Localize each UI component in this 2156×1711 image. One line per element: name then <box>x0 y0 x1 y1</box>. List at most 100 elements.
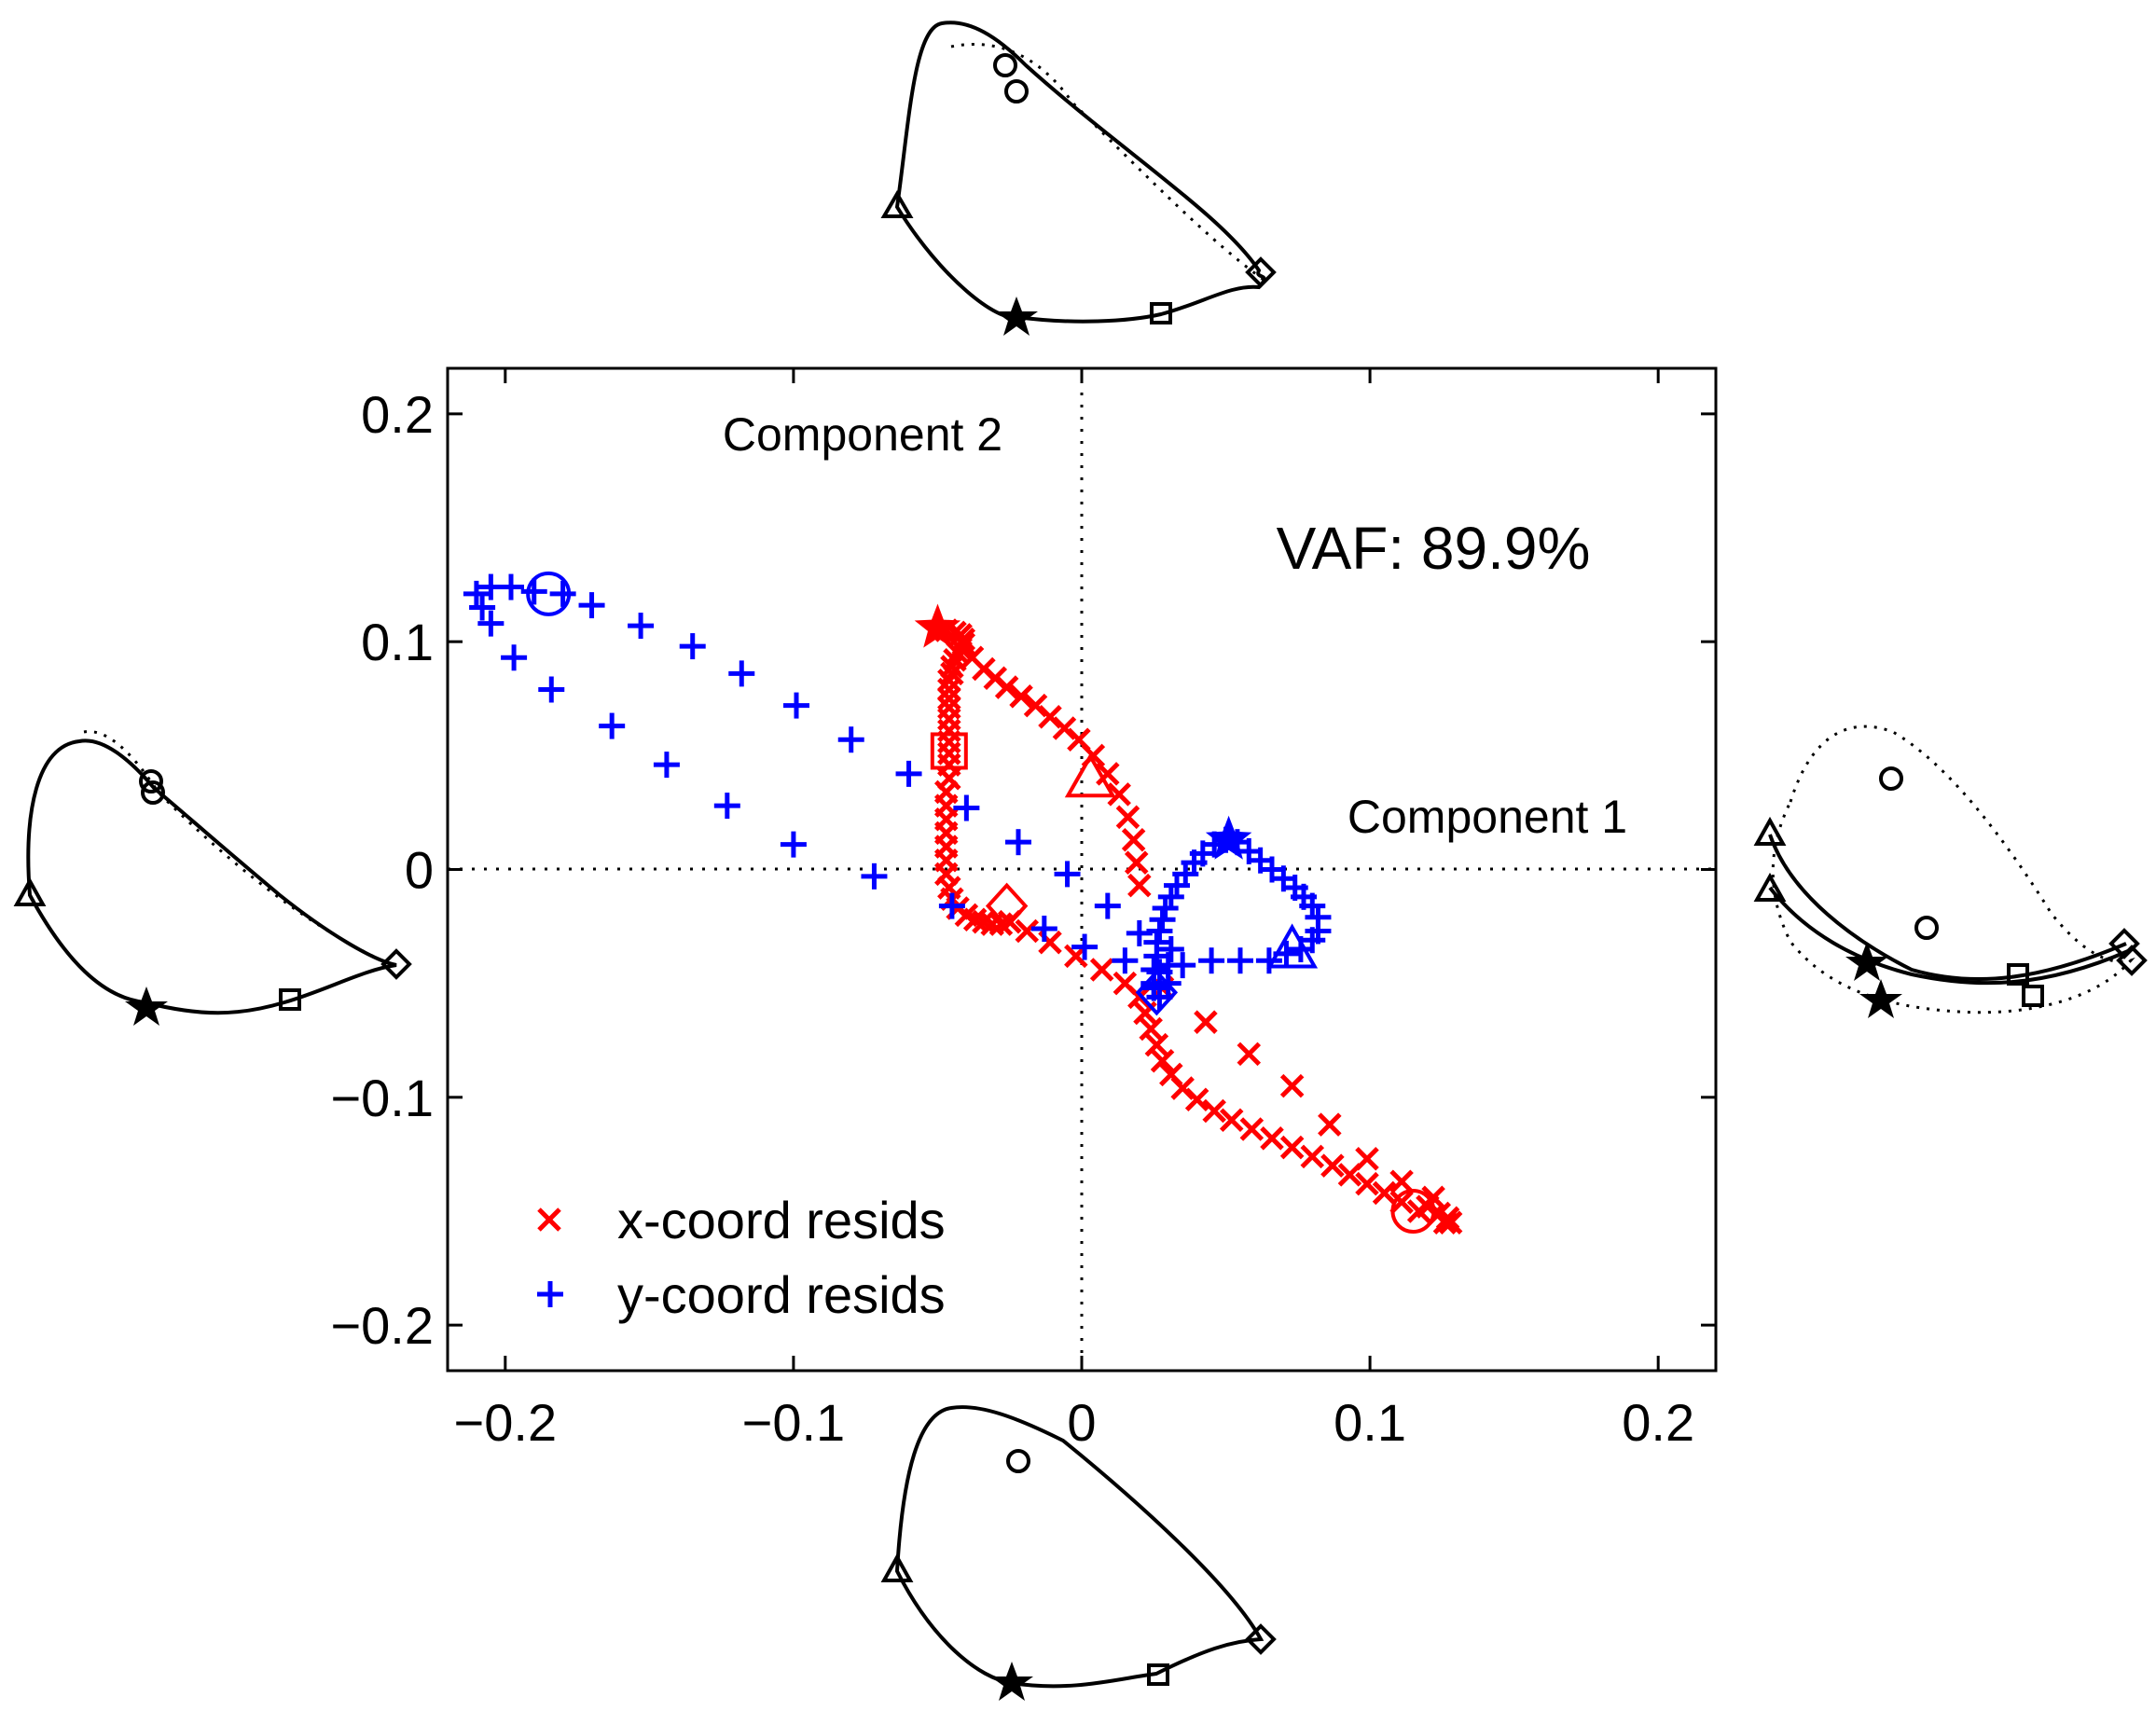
point-diamond <box>1135 969 1179 1016</box>
point-star <box>1205 815 1252 860</box>
point-x <box>1355 1171 1379 1196</box>
x-tick-label: −0.2 <box>454 1393 558 1452</box>
point-x <box>937 686 961 711</box>
point-+ <box>538 676 565 703</box>
x-tick-label: 0.1 <box>1334 1393 1406 1452</box>
point-x <box>1124 850 1149 875</box>
point-+ <box>1157 936 1184 963</box>
point-triangle <box>1266 923 1319 969</box>
inset-right <box>1753 724 2148 1018</box>
point-+ <box>938 892 965 919</box>
legend-y-marker <box>537 1281 563 1307</box>
point-x <box>1239 1117 1265 1141</box>
x-tick-label: −0.1 <box>742 1393 846 1452</box>
point-+ <box>1146 984 1173 1011</box>
point-+ <box>1112 947 1139 974</box>
point-+ <box>501 644 528 671</box>
point-+ <box>477 610 504 637</box>
point-x <box>937 677 961 702</box>
point-x <box>1150 1048 1175 1073</box>
point-triangle <box>1064 752 1116 798</box>
point-x <box>937 668 961 693</box>
point-+ <box>1030 916 1057 943</box>
point-x <box>1127 873 1152 898</box>
point-+ <box>628 613 655 640</box>
legend-x-marker <box>537 1207 561 1232</box>
point-x <box>1096 762 1120 786</box>
inset-top <box>880 21 1277 336</box>
point-+ <box>1299 892 1326 919</box>
point-+ <box>1005 829 1031 856</box>
x-tick-label: 0.2 <box>1622 1393 1694 1452</box>
y-tick-label: 0 <box>405 841 434 900</box>
legend: x-coord resids y-coord resids <box>537 1191 946 1324</box>
point-x <box>1279 1073 1305 1098</box>
point-x <box>1432 1210 1458 1235</box>
point-x <box>1421 1185 1445 1210</box>
point-x <box>994 675 1019 699</box>
point-x <box>1089 958 1114 982</box>
point-x <box>1202 1098 1226 1124</box>
point-+ <box>783 692 809 719</box>
point-+ <box>679 633 706 660</box>
point-+ <box>837 726 864 753</box>
point-+ <box>653 752 680 779</box>
point-+ <box>1227 947 1253 974</box>
point-+ <box>895 760 922 787</box>
point-+ <box>953 794 980 821</box>
point-x <box>1121 827 1146 852</box>
point-+ <box>1152 895 1179 922</box>
point-+ <box>1198 947 1225 974</box>
point-diamond <box>985 882 1029 930</box>
point-+ <box>599 712 626 739</box>
point-+ <box>1071 933 1099 960</box>
point-x <box>1015 918 1040 944</box>
point-+ <box>1154 952 1182 979</box>
point-+ <box>1094 892 1121 919</box>
point-x <box>1389 1190 1414 1214</box>
x-tick-label: 0 <box>1067 1393 1096 1452</box>
y-tick-label: 0.2 <box>361 385 434 444</box>
component1-label: Component 1 <box>1348 791 1627 843</box>
point-x <box>1260 1126 1284 1151</box>
point-x <box>1237 1042 1262 1067</box>
point-x <box>1320 1153 1345 1178</box>
legend-x-label: x-coord resids <box>617 1191 946 1249</box>
point-x <box>1279 1135 1305 1160</box>
point-circle <box>526 571 572 616</box>
point-+ <box>1143 929 1170 956</box>
legend-y-label: y-coord resids <box>617 1265 946 1324</box>
point-+ <box>1146 918 1173 945</box>
point-+ <box>463 580 490 607</box>
point-x <box>1115 805 1140 830</box>
point-x <box>1300 1144 1325 1169</box>
y-tick-label: −0.1 <box>330 1069 434 1127</box>
point-+ <box>780 831 807 858</box>
y-tick-label: 0.1 <box>361 613 434 671</box>
axis-ticks: −0.2 −0.1 0 0.1 0.2 −0.2 −0.1 0 0.1 0.2 <box>330 368 1716 1452</box>
point-x <box>1139 1016 1163 1042</box>
point-+ <box>578 592 605 619</box>
point-+ <box>498 573 524 600</box>
point-+ <box>728 660 755 687</box>
y-tick-label: −0.2 <box>330 1296 434 1355</box>
point-star <box>914 603 961 648</box>
point-x <box>1219 1108 1244 1133</box>
point-+ <box>469 594 496 621</box>
point-x <box>1194 1010 1218 1034</box>
point-x <box>1438 1210 1463 1235</box>
point-x <box>1372 1180 1397 1206</box>
point-x <box>1184 1087 1209 1112</box>
point-x <box>1009 684 1033 709</box>
vaf-label: VAF: 89.9% <box>1277 515 1591 582</box>
component2-label: Component 2 <box>723 408 1002 461</box>
point-x <box>1318 1112 1342 1137</box>
inset-left <box>13 730 412 1026</box>
point-+ <box>1054 861 1081 888</box>
point-x <box>1389 1169 1414 1194</box>
point-+ <box>713 793 740 820</box>
point-+ <box>1255 947 1282 974</box>
point-x <box>1355 1147 1379 1171</box>
point-+ <box>549 580 576 607</box>
